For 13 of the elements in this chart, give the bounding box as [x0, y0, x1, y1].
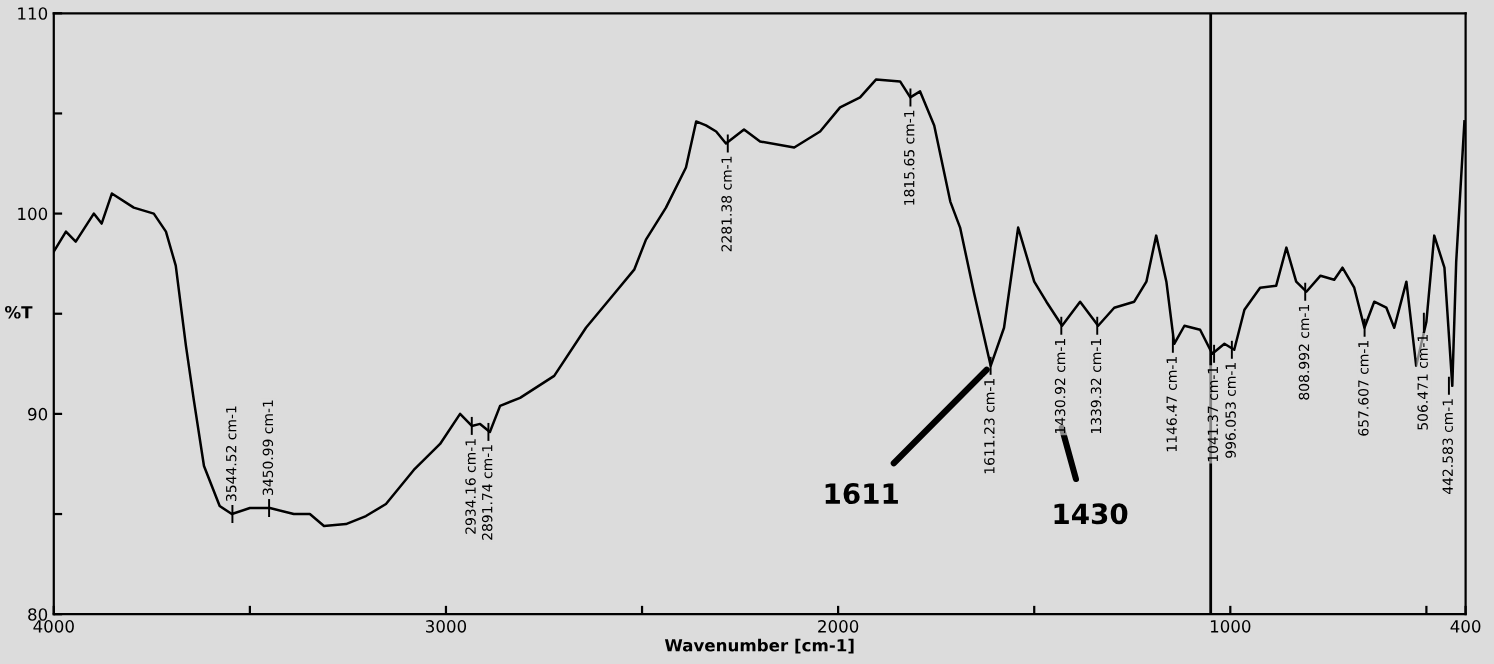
- y-axis-title: %T: [4, 305, 33, 319]
- x-tick-label: 1000: [1210, 620, 1251, 633]
- annotation: 1611: [825, 483, 898, 505]
- x-tick-label: 3000: [426, 620, 467, 633]
- x-tick-label: 400: [1450, 620, 1481, 633]
- y-tick-label: 100: [18, 207, 48, 221]
- x-tick-label: 2000: [818, 620, 859, 633]
- annotation: 1430: [1054, 503, 1128, 525]
- y-tick-label: 80: [28, 608, 48, 621]
- x-tick-label: 4000: [33, 620, 74, 633]
- y-tick-label: 90: [28, 407, 48, 421]
- y-tick-label: 110: [18, 7, 48, 20]
- x-axis-title: Wavenumber [cm-1]: [664, 638, 854, 654]
